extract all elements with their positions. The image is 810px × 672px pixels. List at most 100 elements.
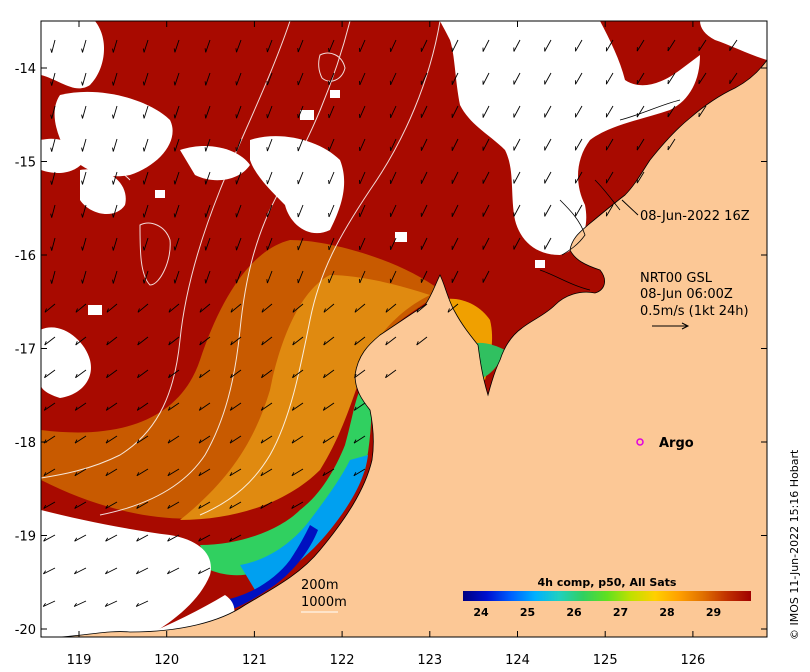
current-arrow xyxy=(420,237,428,250)
current-arrow xyxy=(198,435,211,444)
current-arrow xyxy=(174,204,180,218)
lon-tick-label: 121 xyxy=(242,653,267,668)
current-arrow-head xyxy=(235,213,237,218)
current-arrow-head xyxy=(112,279,114,284)
current-arrow-head xyxy=(266,48,268,53)
current-arrow-head xyxy=(50,213,53,218)
current-arrow-head xyxy=(229,504,233,509)
current-arrow xyxy=(297,270,304,284)
current-arrow xyxy=(174,171,180,185)
lat-tick-label: -17 xyxy=(15,343,36,358)
current-arrow xyxy=(544,39,552,52)
current-arrow-head xyxy=(447,308,450,313)
current-arrow xyxy=(322,435,335,444)
current-arrow-head xyxy=(292,373,295,378)
current-arrow-head xyxy=(173,147,176,152)
colorbar-gradient xyxy=(463,591,751,601)
current-arrow-head xyxy=(266,147,268,152)
current-arrow xyxy=(168,369,180,379)
current-arrow xyxy=(451,237,459,250)
colorbar-ticks: 24 25 26 27 28 29 xyxy=(473,606,721,619)
current-arrow xyxy=(106,336,118,346)
current-arrow-head xyxy=(44,308,47,313)
current-arrow xyxy=(51,270,56,284)
current-arrow-head xyxy=(297,246,299,251)
current-arrow xyxy=(451,171,459,184)
current-arrow xyxy=(143,204,149,218)
current-arrow xyxy=(667,72,676,85)
current-arrow xyxy=(390,105,397,118)
current-arrow-head xyxy=(354,308,357,313)
current-arrow xyxy=(44,369,56,379)
current-arrow-head xyxy=(142,48,145,53)
current-arrow xyxy=(544,105,552,118)
current-arrow xyxy=(230,336,242,346)
current-arrow xyxy=(205,171,211,185)
current-arrow xyxy=(451,270,459,283)
current-arrow-head xyxy=(112,246,114,251)
lon-tick-label: 124 xyxy=(505,653,530,668)
current-arrow xyxy=(143,270,149,284)
current-arrow xyxy=(354,369,366,379)
current-arrow-head xyxy=(198,472,202,477)
current-arrow xyxy=(261,336,273,346)
current-arrow xyxy=(636,105,645,118)
current-arrow-head xyxy=(354,341,357,346)
current-arrow-head xyxy=(385,373,388,378)
current-arrow xyxy=(482,171,490,184)
scale-arrow-icon xyxy=(652,322,690,330)
current-arrow xyxy=(112,105,118,119)
current-arrow xyxy=(74,567,87,575)
contour-1000-label: 1000m xyxy=(301,595,347,610)
current-arrow xyxy=(260,435,273,444)
australia-land[interactable] xyxy=(59,59,767,637)
current-arrow-head xyxy=(204,246,207,251)
current-arrow xyxy=(359,72,366,86)
lat-tick-label: -18 xyxy=(15,436,36,451)
current-arrow-head xyxy=(385,341,388,346)
current-arrow-head xyxy=(353,406,357,411)
current-scale-label: 0.5m/s (1kt 24h) xyxy=(640,304,749,319)
current-arrow-head xyxy=(204,48,207,53)
current-arrow xyxy=(420,171,428,184)
current-arrow xyxy=(513,237,521,250)
current-arrow xyxy=(112,72,118,86)
sst-coldest-coast xyxy=(225,525,318,610)
current-arrow xyxy=(43,534,56,542)
current-arrow-head xyxy=(297,213,299,218)
lon-tick-label: 120 xyxy=(154,653,179,668)
current-arrow-head xyxy=(137,341,140,346)
lon-tick-label: 122 xyxy=(330,653,355,668)
current-arrow-head xyxy=(50,81,53,86)
current-arrow-head xyxy=(50,48,53,53)
current-arrow-head xyxy=(81,180,83,185)
current-arrow-head xyxy=(204,180,207,185)
current-arrow-head xyxy=(204,279,207,284)
current-arrow-head xyxy=(74,504,78,509)
current-arrow xyxy=(575,105,583,118)
argo-float-marker[interactable] xyxy=(636,438,644,446)
copyright-text: © IMOS 11-Jun-2022 15:16 Hobart xyxy=(788,449,801,640)
current-arrow xyxy=(482,72,490,85)
current-arrow xyxy=(51,72,56,86)
current-arrow-head xyxy=(292,341,295,346)
current-arrow-head xyxy=(260,504,264,509)
current-arrow xyxy=(43,600,56,607)
current-arrow-head xyxy=(199,308,202,313)
current-arrow-head xyxy=(230,373,233,378)
current-arrow xyxy=(606,204,614,217)
current-arrow-head xyxy=(167,537,171,542)
current-arrow xyxy=(136,600,149,607)
current-arrow-head xyxy=(105,570,109,575)
current-arrow xyxy=(229,501,242,509)
current-arrow-head xyxy=(168,373,171,378)
current-arrow xyxy=(136,435,149,444)
current-arrow xyxy=(198,534,211,542)
current-arrow xyxy=(106,369,118,379)
current-arrow xyxy=(205,270,211,284)
current-arrow xyxy=(82,105,87,119)
current-arrow xyxy=(323,336,335,346)
current-arrow xyxy=(105,435,118,444)
current-arrow xyxy=(236,72,242,86)
current-arrow xyxy=(112,171,118,185)
